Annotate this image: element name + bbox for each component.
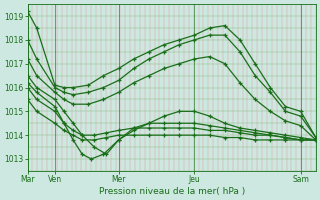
X-axis label: Pression niveau de la mer( hPa ): Pression niveau de la mer( hPa ) (99, 187, 245, 196)
